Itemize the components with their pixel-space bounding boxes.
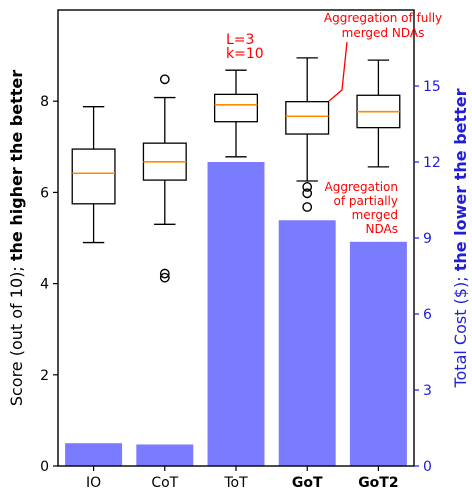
right-y-axis-label-prefix: Total Cost ($); [451,271,470,388]
outlier-2 [302,202,313,212]
right-axis: 0 3 6 9 12 15 [414,79,441,475]
cost-bar-got2 [349,241,407,466]
left-tick-label-8: 8 [40,94,49,110]
boxplot-cot [142,74,187,283]
right-tick-label-6: 6 [423,307,432,323]
left-tick-label-6: 6 [40,185,49,201]
right-y-axis-label-bold: the lower the better [451,88,470,271]
left-tick-label-0: 0 [40,459,49,475]
outlier-0 [302,182,313,192]
annotations: L=3 k=10 Aggregation of fully merged NDA… [226,11,442,236]
right-tick-label-9: 9 [423,231,432,247]
cost-bar-cot [136,444,194,466]
annotation-fully-merged-pointer [328,41,348,102]
box-iqr [71,148,116,205]
x-tick-label-cot: CoT [151,475,178,491]
x-tick-label-got: GoT [292,475,323,491]
boxplot-got2 [356,59,401,168]
boxplot-io [71,106,116,244]
left-tick-label-4: 4 [40,277,49,293]
outlier-1 [159,268,170,279]
cost-bar-io [65,443,123,466]
left-axis: 0 2 4 6 8 [40,94,58,475]
score-boxplots [71,57,401,283]
x-axis: IO CoT ToT GoT GoT2 [86,466,399,491]
annotation-tot-k: k=10 [226,46,264,62]
box-iqr [285,101,330,135]
left-y-axis-label-prefix: Score (out of 10); [7,261,26,406]
x-tick-label-got2: GoT2 [358,475,398,491]
annotation-tot-l: L=3 [226,32,254,48]
cost-bar-got [278,220,336,466]
annotation-partially-merged-line1: Aggregation [325,180,398,194]
outlier-2 [159,272,170,283]
box-iqr [213,93,259,123]
right-tick-label-3: 3 [423,383,432,399]
boxplot-got [285,57,330,212]
annotation-partially-merged-line4: NDAs [366,222,398,236]
annotation-partially-merged-line2: of partially [334,194,398,208]
annotation-fully-merged-line2: merged NDAs [342,26,425,40]
x-tick-label-io: IO [86,475,101,491]
right-tick-label-15: 15 [423,79,441,95]
left-y-axis-label-bold: the higher the better [7,70,26,261]
cost-bars [65,162,407,466]
cost-bar-tot [207,162,265,466]
right-tick-label-0: 0 [423,459,432,475]
outlier-0 [159,74,170,85]
outlier-1 [302,188,313,199]
left-y-axis-label: Score (out of 10); the higher the better [7,70,26,406]
right-tick-label-12: 12 [423,155,441,171]
right-y-axis-label: Total Cost ($); the lower the better [451,88,470,388]
boxplot-tot [213,69,259,158]
annotation-partially-merged-line3: merged [352,208,398,222]
annotation-fully-merged-line1: Aggregation of fully [324,11,442,25]
x-tick-label-tot: ToT [223,475,248,491]
left-tick-label-2: 2 [40,368,49,384]
